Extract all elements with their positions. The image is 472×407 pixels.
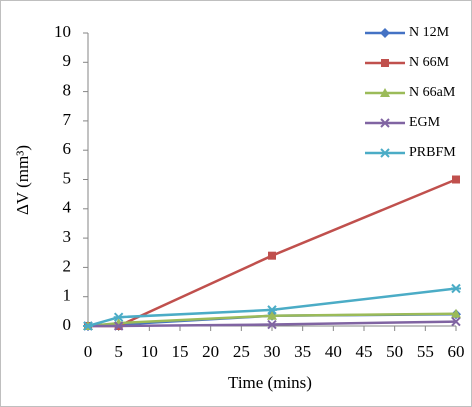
legend-label: N 66M [409, 55, 450, 70]
marker [451, 283, 461, 294]
x-tick-label: 45 [356, 342, 373, 361]
marker [268, 251, 276, 260]
marker [452, 175, 460, 184]
y-tick-label: 10 [54, 22, 71, 41]
marker [113, 321, 124, 331]
x-tick-label: 40 [325, 342, 342, 361]
x-tick-label: 10 [141, 342, 158, 361]
x-tick-label: 20 [202, 342, 219, 361]
series-line [87, 312, 457, 328]
marker [380, 148, 390, 158]
y-tick-label: 0 [63, 315, 72, 334]
legend-label: PRBFM [409, 145, 456, 160]
legend-label: N 66aM [409, 85, 456, 100]
y-tick-label: 1 [63, 286, 72, 305]
marker [113, 312, 124, 322]
y-tick-label: 8 [63, 81, 72, 100]
legend-label: EGM [409, 115, 441, 130]
x-tick-label: 30 [264, 342, 281, 361]
x-tick-label: 50 [386, 342, 403, 361]
legend-label: N 12M [409, 25, 450, 40]
y-tick-label: 7 [63, 110, 72, 129]
marker [451, 316, 461, 327]
x-tick-label: 0 [84, 342, 93, 361]
marker [380, 88, 390, 97]
marker [381, 59, 389, 67]
y-axis-label: ΔV (mm³) [13, 145, 32, 215]
x-tick-label: 15 [172, 342, 189, 361]
marker [267, 305, 277, 315]
x-tick-label: 55 [417, 342, 434, 361]
series-line [87, 287, 457, 328]
marker [267, 310, 277, 320]
x-axis-label: Time (mins) [228, 373, 312, 392]
y-tick-label: 2 [63, 256, 72, 275]
y-tick-label: 3 [63, 227, 72, 246]
marker [380, 118, 390, 128]
marker [267, 319, 277, 330]
x-tick-label: 60 [448, 342, 465, 361]
marker [83, 321, 93, 331]
y-tick-label: 4 [63, 198, 72, 217]
series-line [88, 320, 457, 328]
marker [380, 28, 390, 38]
y-tick-label: 5 [63, 168, 72, 187]
x-tick-label: 25 [233, 342, 250, 361]
x-tick-label: 5 [114, 342, 123, 361]
x-tick-label: 35 [294, 342, 311, 361]
marker [451, 308, 461, 318]
y-tick-label: 9 [63, 51, 72, 70]
y-tick-label: 6 [63, 139, 72, 158]
